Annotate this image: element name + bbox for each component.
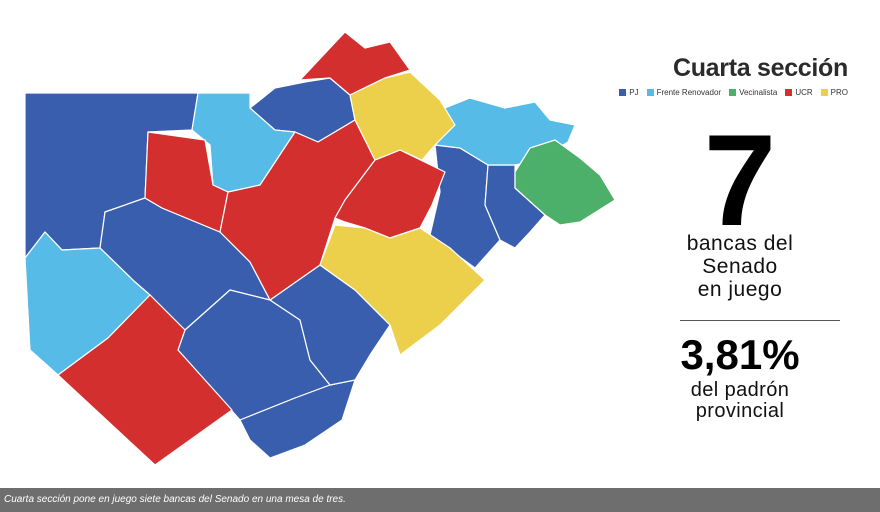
percent-line-1: del padrón: [690, 379, 790, 401]
legend-swatch-ucr: [785, 89, 793, 96]
district-vecinalista[interactable]: [514, 139, 616, 226]
legend-item-pro: PRO: [820, 88, 848, 97]
page-title: Cuarta sección: [672, 54, 848, 82]
legend: PJ Frente Renovador Vecinalista UCR PRO: [619, 88, 848, 97]
district-south-east[interactable]: [239, 379, 356, 459]
seats-line-1: bancas del: [686, 232, 794, 255]
legend-swatch-vecinalista: [729, 89, 737, 96]
legend-item-ucr: UCR: [785, 88, 813, 97]
legend-swatch-frente-renovador: [646, 89, 654, 96]
legend-swatch-pj: [619, 89, 627, 96]
legend-label-frente-renovador: Frente Renovador: [656, 88, 722, 97]
district-north-pro[interactable]: [349, 71, 456, 161]
legend-label-pj: PJ: [629, 88, 639, 97]
legend-item-vecinalista: Vecinalista: [729, 88, 777, 97]
district-north-ucr[interactable]: [299, 31, 411, 96]
seats-number: 7: [703, 107, 777, 253]
divider: [680, 320, 840, 321]
seats-description: bancas del Senado en juego: [640, 232, 840, 301]
percent-line-2: provincial: [695, 400, 785, 422]
percent-value: 3,81%: [680, 331, 800, 378]
info-panel: Cuarta sección PJ Frente Renovador Vecin…: [600, 50, 870, 430]
seats-line-3: en juego: [697, 278, 783, 301]
percent-description: del padrón provincial: [640, 380, 840, 422]
district-west-fr[interactable]: [24, 231, 151, 376]
districts-map: [24, 31, 616, 466]
legend-label-vecinalista: Vecinalista: [739, 88, 778, 97]
seats-line-2: Senado: [702, 255, 778, 278]
legend-label-ucr: UCR: [795, 88, 813, 97]
legend-item-pj: PJ: [619, 88, 639, 97]
district-southwest-ucr[interactable]: [57, 294, 233, 466]
legend-label-pro: PRO: [830, 88, 848, 97]
image-caption: Cuarta sección pone en juego siete banca…: [0, 488, 880, 512]
legend-item-frente-renovador: Frente Renovador: [646, 88, 722, 97]
district-south-pro[interactable]: [319, 224, 486, 356]
legend-swatch-pro: [820, 89, 828, 96]
